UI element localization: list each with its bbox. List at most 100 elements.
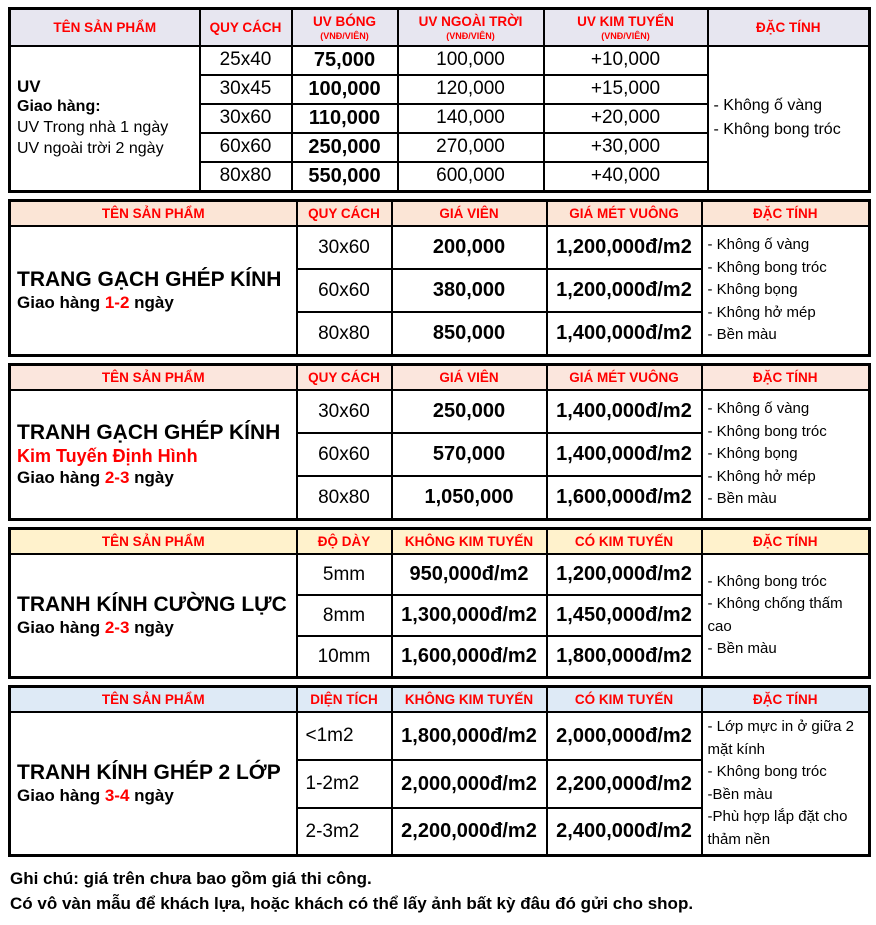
delivery-suffix: ngày (129, 786, 174, 806)
col-header-0: TÊN SẢN PHẨM (8, 363, 298, 392)
delivery-suffix: ngày (129, 468, 174, 488)
price-cell: 550,000 (290, 160, 399, 193)
col-header-0: TÊN SẢN PHẨM (8, 527, 298, 556)
feature-item: - Không bọng (707, 445, 798, 463)
product-name: UV (17, 76, 41, 96)
col-header-1: QUY CÁCH (295, 363, 393, 392)
delivery-time: Giao hàng 2-3 ngày (17, 617, 292, 639)
price-cell: 1,450,000đ/m2 (545, 594, 703, 638)
col-header-label: ĐẶC TÍNH (753, 369, 818, 385)
price-cell: 250,000 (390, 389, 548, 435)
size-cell: 30x60 (295, 389, 393, 435)
delivery-suffix: ngày (129, 293, 174, 313)
col-header-label: QUY CÁCH (308, 205, 380, 221)
price-cell: 1,800,000đ/m2 (390, 711, 548, 762)
features-cell: - Lớp mực in ở giữa 2 mặt kính - Không bo… (700, 711, 871, 857)
product-name: TRANH KÍNH CƯỜNG LỰC (17, 593, 287, 617)
col-header-label: TÊN SẢN PHẨM (101, 369, 205, 385)
size-cell: 30x60 (295, 225, 393, 271)
col-header-4: ĐẶC TÍNH (700, 199, 871, 228)
size-cell: 1-2m2 (295, 759, 393, 810)
product-cell: TRANG GẠCH GHÉP KÍNH Giao hàng 1-2 ngày (8, 225, 298, 357)
feature-item: - Không bong tróc (707, 572, 827, 590)
col-header-label: DIỆN TÍCH (310, 691, 378, 707)
price-cell: 2,000,000đ/m2 (390, 759, 548, 810)
col-header-1: QUY CÁCH (198, 7, 293, 47)
col-header-label: KHÔNG KIM TUYẾN (404, 691, 534, 707)
col-header-label: UV NGOÀI TRỜI (418, 14, 523, 29)
feature-item: - Bền màu (707, 490, 777, 508)
price-cell: +10,000 (542, 44, 709, 76)
features-cell: - Không ố vàng - Không bong tróc - Không b… (700, 389, 871, 521)
delivery-range: 3-4 (104, 786, 130, 806)
header-row: TÊN SẢN PHẨM DIỆN TÍCH KHÔNG KIM TUYẾN CÓ K… (8, 685, 871, 714)
table-row: 1-2m2 2,000,000đ/m2 2,200,000đ/m2 (10, 759, 870, 810)
product-cell: TRANH GẠCH GHÉP KÍNH Kim Tuyến Định Hình G… (8, 389, 298, 521)
delivery-range: 2-3 (104, 468, 130, 488)
size-cell: 8mm (295, 594, 393, 638)
price-cell: 600,000 (396, 160, 545, 193)
price-cell: 1,600,000đ/m2 (545, 475, 703, 521)
col-header-label: TÊN SẢN PHẨM (101, 691, 205, 707)
table-row: 80x80 850,000 1,400,000đ/m2 (10, 311, 870, 357)
price-cell: 570,000 (390, 432, 548, 478)
feature-item: - Không bong tróc (707, 763, 827, 781)
feature-item: - Không hở mép (707, 467, 816, 485)
delivery-detail: UV Trong nhà 1 ngày (17, 119, 169, 137)
delivery-prefix: Giao hàng (17, 618, 105, 638)
table-row: 30x60 110,000 140,000 +20,000 (10, 102, 870, 134)
delivery-detail: UV ngoài trời 2 ngày (17, 139, 164, 157)
price-cell: +30,000 (542, 131, 709, 163)
price-cell: 200,000 (390, 225, 548, 271)
price-cell: 1,400,000đ/m2 (545, 311, 703, 357)
price-table-tranh-gach-ghep-kinh: TÊN SẢN PHẨM QUY CÁCH GIÁ VIÊN GIÁ MÉT VUÔN… (8, 362, 871, 521)
delivery-prefix: Giao hàng (17, 786, 105, 806)
price-cell: 850,000 (390, 311, 548, 357)
price-table-tranh-kinh-cuong-luc: TÊN SẢN PHẨM ĐỘ DÀY KHÔNG KIM TUYẾN CÓ KIM … (8, 526, 871, 679)
size-cell: 25x40 (198, 44, 293, 76)
col-header-2: KHÔNG KIM TUYẾN (390, 685, 548, 714)
table-row: 60x60 250,000 270,000 +30,000 (10, 131, 870, 163)
delivery-range: 2-3 (104, 618, 130, 638)
col-header-4: ĐẶC TÍNH (700, 363, 871, 392)
size-cell: 2-3m2 (295, 807, 393, 857)
size-cell: 60x60 (295, 268, 393, 314)
col-header-unit: (VNĐ/VIÊN) (320, 30, 369, 41)
feature-item: - Không hở mép (707, 303, 816, 321)
col-header-0: TÊN SẢN PHẨM (8, 7, 201, 47)
col-header-2: UV BÓNG (VNĐ/VIÊN) (290, 7, 399, 47)
size-cell: 60x60 (295, 432, 393, 478)
price-cell: 100,000 (396, 44, 545, 76)
col-header-2: GIÁ VIÊN (390, 199, 548, 228)
price-cell: 1,400,000đ/m2 (545, 432, 703, 478)
col-header-label: UV KIM TUYẾN (577, 14, 674, 29)
footer-notes: Ghi chú: giá trên chưa bao gồm giá thi c… (8, 863, 868, 924)
header-row: TÊN SẢN PHẨM ĐỘ DÀY KHÔNG KIM TUYẾN CÓ KIM … (8, 527, 871, 556)
table-row: TRANH KÍNH GHÉP 2 LỚP Giao hàng 3-4 ngày <… (8, 711, 871, 857)
col-header-label: QUY CÁCH (308, 369, 380, 385)
col-header-label: GIÁ VIÊN (439, 205, 499, 221)
size-cell: 10mm (295, 635, 393, 679)
table-row: 2-3m2 2,200,000đ/m2 2,400,000đ/m2 (10, 807, 870, 857)
table-row: 30x45 100,000 120,000 +15,000 (10, 73, 870, 105)
feature-item: - Không bọng (707, 281, 798, 299)
table-row: 80x80 1,050,000 1,600,000đ/m2 (10, 475, 870, 521)
feature-item: - Lớp mực in ở giữa 2 mặt kính (707, 718, 854, 758)
price-cell: 1,600,000đ/m2 (390, 635, 548, 679)
feature-item: - Bền màu (707, 326, 777, 344)
col-header-label: CÓ KIM TUYẾN (574, 691, 674, 707)
col-header-label: ĐẶC TÍNH (756, 19, 821, 35)
col-header-3: CÓ KIM TUYẾN (545, 685, 703, 714)
header-row: TÊN SẢN PHẨM QUY CÁCH GIÁ VIÊN GIÁ MÉT VUÔN… (8, 199, 871, 228)
col-header-3: GIÁ MÉT VUÔNG (545, 199, 703, 228)
delivery-prefix: Giao hàng (17, 293, 105, 313)
col-header-1: DIỆN TÍCH (295, 685, 393, 714)
price-cell: 380,000 (390, 268, 548, 314)
delivery-time: Giao hàng 1-2 ngày (17, 292, 292, 314)
feature-item: -Bền màu (707, 785, 773, 803)
col-header-unit: (VNĐ/VIÊN) (446, 30, 495, 41)
table-row: 60x60 570,000 1,400,000đ/m2 (10, 432, 870, 478)
header-row: TÊN SẢN PHẨM QUY CÁCH UV BÓNG (VNĐ/VIÊN) UV … (8, 7, 871, 47)
price-cell: 1,400,000đ/m2 (545, 389, 703, 435)
